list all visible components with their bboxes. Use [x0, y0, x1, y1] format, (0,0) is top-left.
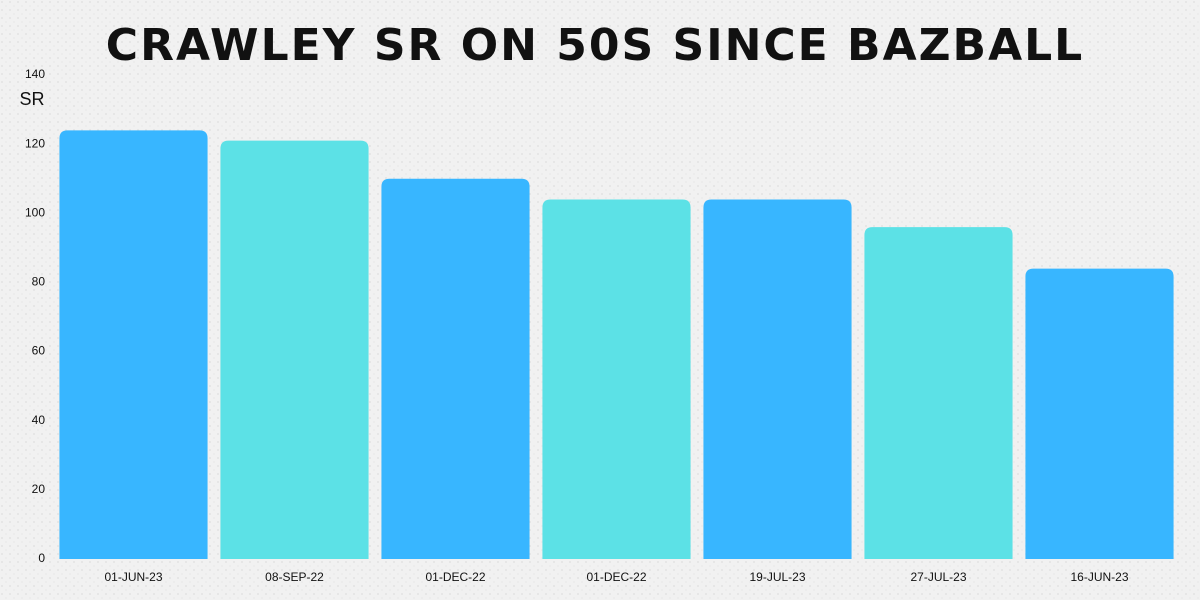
- x-tick-label: 27-JUL-23: [910, 570, 966, 584]
- bar: [703, 199, 852, 559]
- bar: [381, 178, 530, 559]
- bar: [220, 140, 369, 559]
- x-tick-label: 01-DEC-22: [586, 570, 646, 584]
- bar: [59, 130, 208, 560]
- x-tick-label: 19-JUL-23: [749, 570, 805, 584]
- bar: [864, 227, 1013, 559]
- y-tick-label: 120: [25, 136, 45, 150]
- y-tick-label: 60: [32, 344, 46, 358]
- x-tick-label: 01-JUN-23: [104, 570, 162, 584]
- chart-title: CRAWLEY SR ON 50S SINCE BAZBALL: [106, 20, 1084, 71]
- y-tick-label: 100: [25, 205, 45, 219]
- y-tick-label: 40: [32, 413, 46, 427]
- x-tick-label: 01-DEC-22: [425, 570, 485, 584]
- bar: [1025, 268, 1174, 559]
- y-axis-label: SR: [19, 89, 44, 109]
- y-tick-label: 20: [32, 482, 46, 496]
- y-tick-label: 0: [38, 551, 45, 565]
- x-tick-label: 16-JUN-23: [1070, 570, 1128, 584]
- bar: [542, 199, 691, 559]
- y-tick-label: 140: [25, 67, 45, 81]
- y-tick-label: 80: [32, 275, 46, 289]
- x-tick-label: 08-SEP-22: [265, 570, 324, 584]
